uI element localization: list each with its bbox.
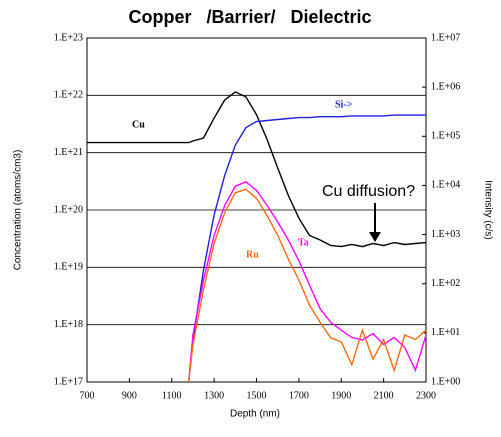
y-tick-label: 1.E+20 bbox=[54, 204, 83, 215]
y-tick-label: 1.E+18 bbox=[54, 319, 83, 330]
series-line bbox=[188, 114, 426, 383]
y2-tick-label: 1.E+02 bbox=[431, 278, 460, 289]
y2-tick-label: 1.E+03 bbox=[431, 229, 460, 240]
y-tick-label: 1.E+21 bbox=[54, 147, 83, 158]
series-line bbox=[188, 188, 427, 383]
arrow-head bbox=[369, 232, 381, 242]
y-tick-label: 1.E+23 bbox=[54, 32, 83, 43]
x-tick-label: 2100 bbox=[374, 390, 394, 401]
x-tick-label: 1300 bbox=[204, 390, 224, 401]
y-tick-label: 1.E+22 bbox=[54, 90, 83, 101]
series-line bbox=[87, 91, 427, 248]
x-tick-label: 2300 bbox=[416, 390, 436, 401]
y-tick-label: 1.E+19 bbox=[54, 262, 83, 273]
x-tick-label: 1900 bbox=[331, 390, 351, 401]
y2-tick-label: 1.E+05 bbox=[431, 131, 460, 142]
y-axis-label: Concentration (atoms/cm3) bbox=[13, 150, 24, 271]
y2-tick-label: 1.E+01 bbox=[431, 327, 460, 338]
y2-tick-label: 1.E+00 bbox=[431, 376, 460, 387]
y-tick-label: 1.E+17 bbox=[54, 376, 83, 387]
x-tick-label: 1100 bbox=[162, 390, 182, 401]
series-label: Ta bbox=[298, 237, 309, 248]
x-tick-label: 700 bbox=[80, 390, 95, 401]
series-label: Cu bbox=[132, 119, 145, 130]
annotation: Cu diffusion? bbox=[322, 183, 415, 200]
x-axis-label: Depth (nm) bbox=[230, 409, 280, 420]
series-label: Si-> bbox=[335, 99, 353, 110]
x-tick-label: 1700 bbox=[289, 390, 309, 401]
y2-tick-label: 1.E+07 bbox=[431, 32, 460, 43]
y2-tick-label: 1.E+06 bbox=[431, 81, 460, 92]
x-tick-label: 1500 bbox=[247, 390, 267, 401]
y2-tick-label: 1.E+04 bbox=[431, 180, 460, 191]
x-tick-label: 900 bbox=[122, 390, 137, 401]
y2-axis-label: Intensity (c/s) bbox=[482, 180, 493, 239]
series-line bbox=[188, 180, 427, 383]
chart-title: Copper /Barrier/ Dielectric bbox=[128, 7, 371, 27]
series-label: Ru bbox=[246, 249, 259, 260]
